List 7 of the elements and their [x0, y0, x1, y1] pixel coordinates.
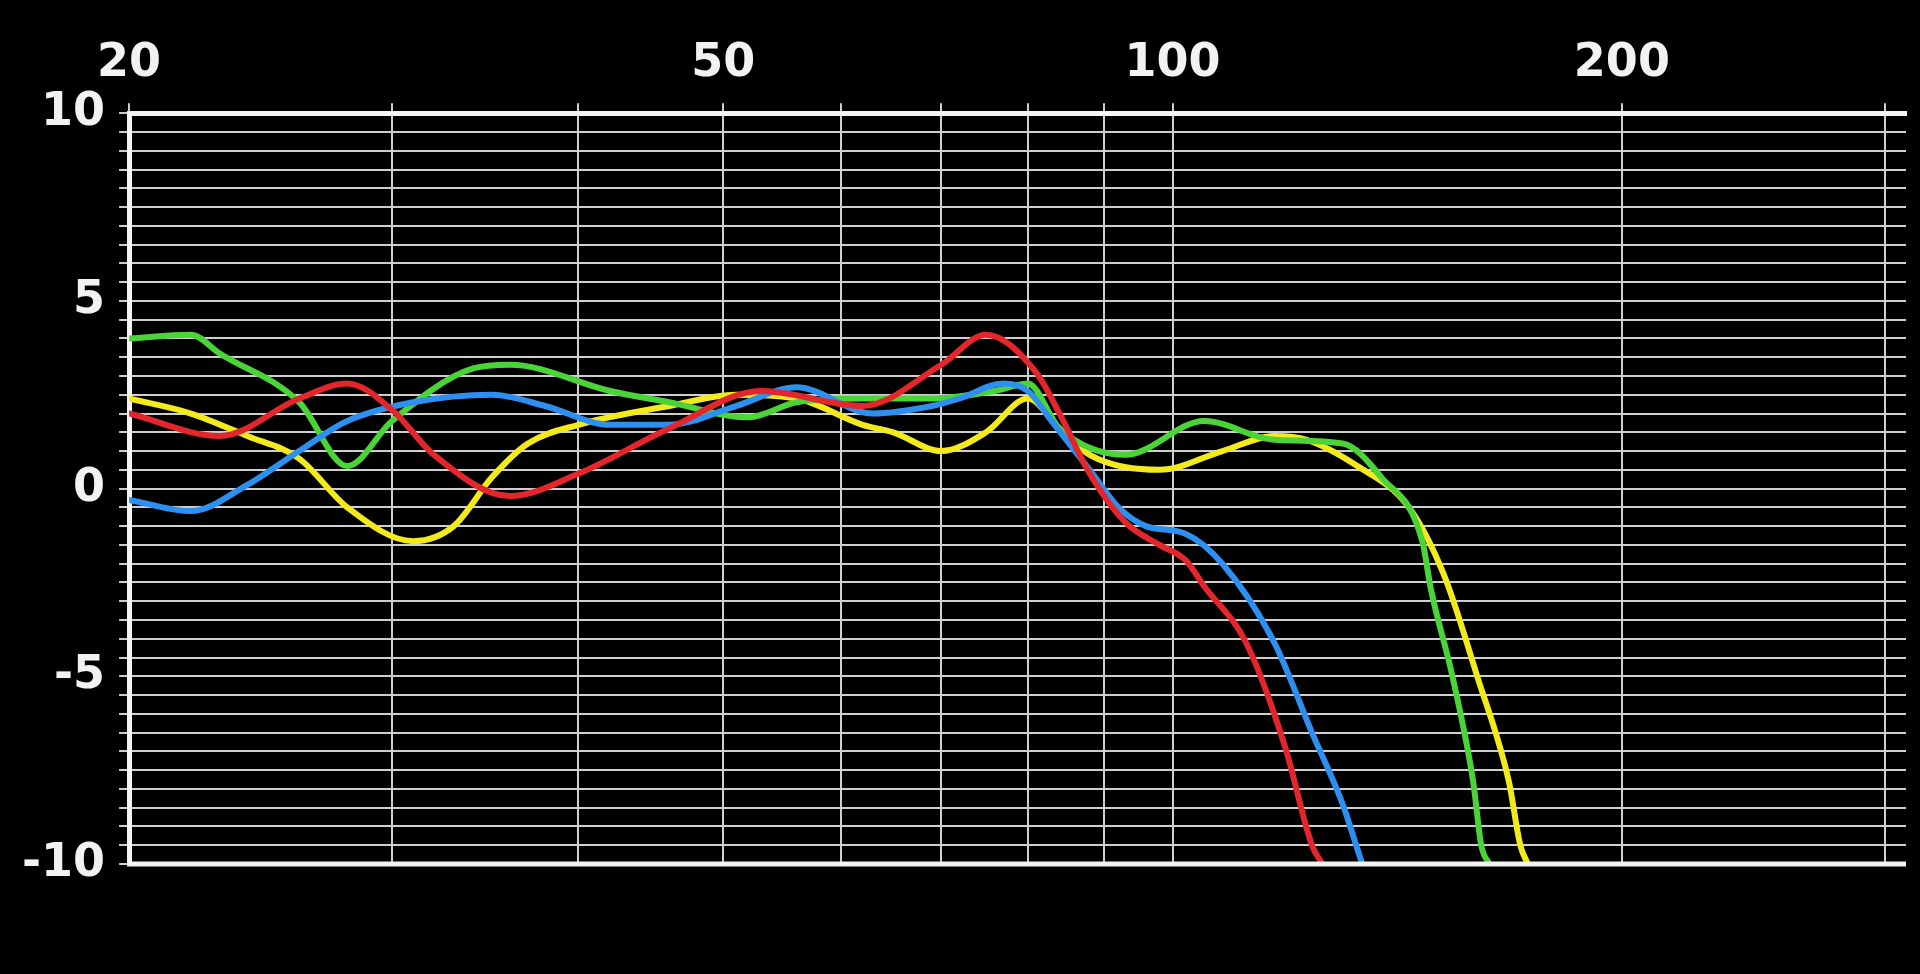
y-tick-label: -5	[54, 645, 106, 700]
y-tick-label: 5	[73, 269, 106, 324]
x-tick-label: 200	[1573, 32, 1670, 87]
x-tick-label: 100	[1124, 32, 1221, 87]
y-tick-label: 0	[73, 457, 106, 512]
x-tick-label: 50	[691, 32, 756, 87]
y-tick-label: -10	[22, 832, 106, 887]
